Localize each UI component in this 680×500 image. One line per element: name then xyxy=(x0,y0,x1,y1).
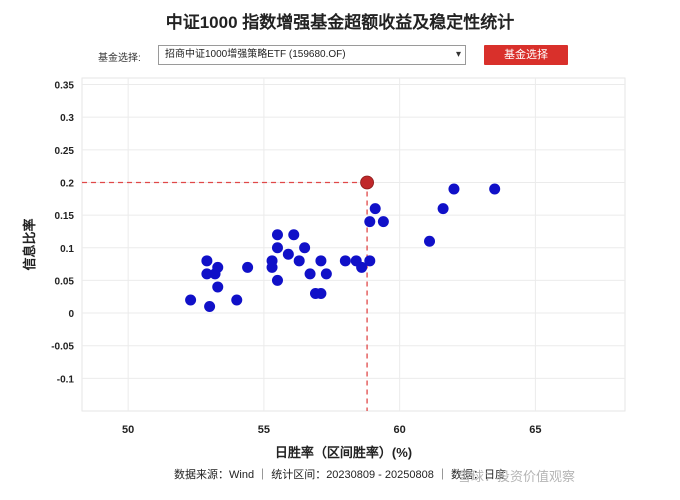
scatter-point xyxy=(242,261,254,273)
scatter-point xyxy=(315,287,327,299)
y-axis-label: 信息比率 xyxy=(22,218,37,270)
scatter-point xyxy=(212,281,224,293)
fund-select-value: 招商中证1000增强策略ETF (159680.OF) xyxy=(165,49,346,60)
chevron-down-icon: ▾ xyxy=(455,49,461,60)
fund-controls: 基金选择: 招商中证1000增强策略ETF (159680.OF) ▾ 基金选择 xyxy=(0,44,680,70)
scatter-point xyxy=(364,255,376,267)
data-source-footer: 数据来源：Wind ｜ 统计区间：20230809 - 20250808 ｜ 数… xyxy=(174,469,506,481)
scatter-point xyxy=(489,183,501,195)
x-tick-label: 55 xyxy=(258,424,270,436)
fund-select-label: 基金选择: xyxy=(98,53,141,64)
highlight-point xyxy=(360,175,374,190)
scatter-point xyxy=(204,301,216,313)
scatter-point xyxy=(288,229,300,241)
scatter-point xyxy=(271,242,283,254)
scatter-point xyxy=(293,255,305,267)
scatter-point xyxy=(299,242,311,254)
y-tick-label: -0.1 xyxy=(57,374,75,385)
y-tick-label: 0.15 xyxy=(55,211,75,222)
x-tick-label: 65 xyxy=(529,424,541,436)
y-tick-label: 0.1 xyxy=(60,244,74,255)
scatter-point xyxy=(271,229,283,241)
scatter-point xyxy=(201,268,213,280)
scatter-point xyxy=(448,183,460,195)
scatter-point xyxy=(369,203,381,215)
scatter-point xyxy=(377,216,389,228)
chart-title: 中证1000 指数增强基金超额收益及稳定性统计 xyxy=(165,13,515,32)
x-tick-label: 60 xyxy=(394,424,406,436)
scatter-point xyxy=(315,255,327,267)
plot-area xyxy=(81,77,626,412)
scatter-point xyxy=(339,255,351,267)
x-axis-label: 日胜率（区间胜率）(%) xyxy=(275,445,412,460)
scatter-point xyxy=(185,294,197,306)
y-tick-label: 0.35 xyxy=(55,81,75,92)
y-tick-label: -0.05 xyxy=(51,342,74,353)
x-tick-label: 50 xyxy=(122,424,134,436)
fund-pick-button[interactable]: 基金选择 xyxy=(484,45,568,65)
y-tick-label: 0.05 xyxy=(55,276,75,287)
scatter-point xyxy=(437,203,449,215)
scatter-point xyxy=(304,268,316,280)
scatter-point xyxy=(266,261,278,273)
fund-select[interactable]: 招商中证1000增强策略ETF (159680.OF) ▾ xyxy=(158,45,466,65)
y-tick-label: 0.3 xyxy=(60,113,74,124)
scatter-point xyxy=(364,216,376,228)
scatter-point xyxy=(424,235,436,247)
watermark: 雪球：投资价值观察 xyxy=(458,469,576,484)
scatter-point xyxy=(201,255,213,267)
y-tick-label: 0.25 xyxy=(55,146,75,157)
y-tick-label: 0 xyxy=(68,309,74,320)
scatter-point xyxy=(212,261,224,273)
scatter-point xyxy=(356,261,368,273)
scatter-point xyxy=(271,274,283,286)
scatter-point xyxy=(320,268,332,280)
scatter-point xyxy=(231,294,243,306)
scatter-point xyxy=(282,248,294,260)
y-tick-label: 0.2 xyxy=(60,178,74,189)
